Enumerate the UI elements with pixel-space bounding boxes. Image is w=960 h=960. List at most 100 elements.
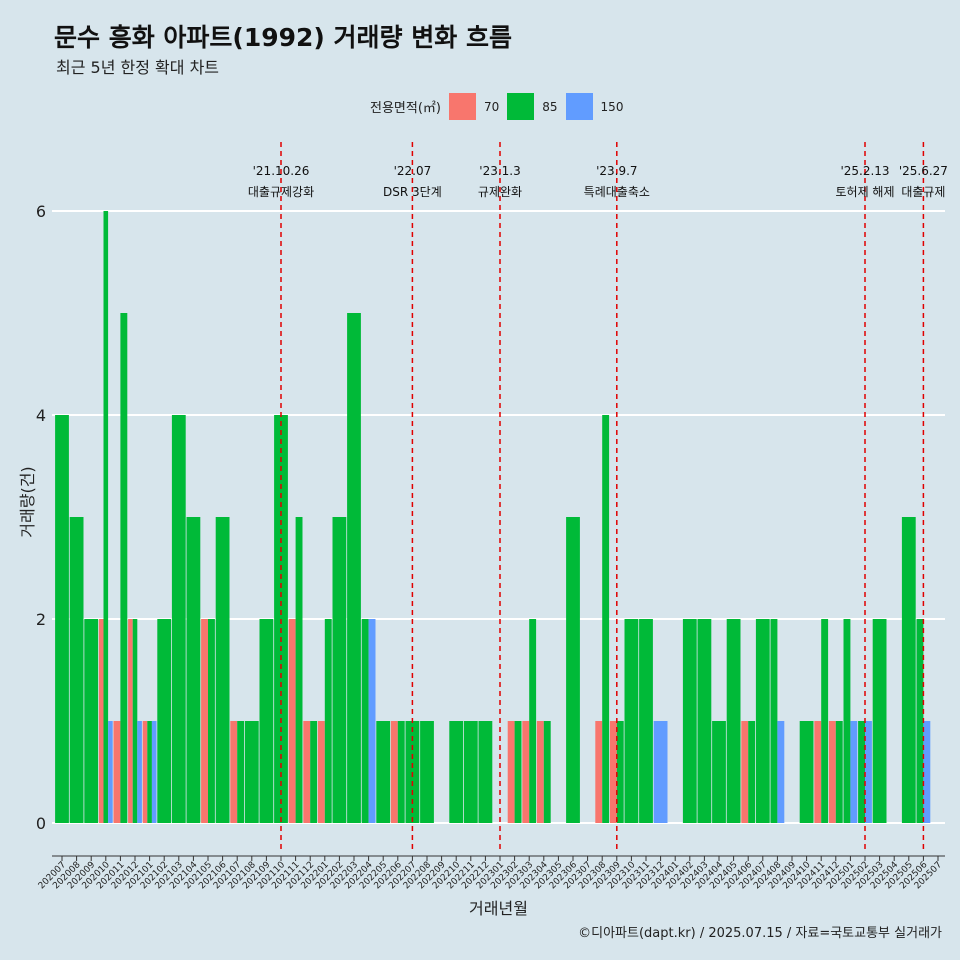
bar-202201-85	[324, 619, 332, 823]
legend-item-85: 85	[507, 93, 558, 120]
bar-202107-70	[230, 721, 238, 823]
bar-202008-85	[69, 517, 84, 823]
bar-202412-70	[828, 721, 836, 823]
y-axis-title: 거래량(건)	[18, 466, 37, 537]
bar-202304-85	[543, 721, 551, 823]
bar-202103-85	[171, 415, 186, 823]
legend-label-85: 85	[542, 99, 558, 114]
legend: 전용면적(㎡) 70 85 150	[370, 93, 631, 120]
bar-202302-70	[507, 721, 515, 823]
y-tick-label: 2	[36, 610, 46, 629]
legend-swatch-70	[448, 93, 476, 120]
bar-202206-85	[397, 721, 405, 823]
bar-202010-70	[98, 619, 104, 823]
event-date: '25.2.13	[840, 164, 889, 178]
event-label: 토허제 해제	[835, 185, 894, 199]
bar-202503-85	[872, 619, 887, 823]
bar-202012-85	[132, 619, 138, 823]
bar-202011-70	[113, 721, 121, 823]
bar-202112-70	[303, 721, 311, 823]
bar-202406-70	[741, 721, 749, 823]
event-date: '23.1.3	[479, 164, 520, 178]
bar-202308-70	[595, 721, 603, 823]
bar-202308-85	[602, 415, 610, 823]
bar-202406-85	[748, 721, 756, 823]
y-tick-label: 0	[36, 814, 46, 833]
bar-202101-150	[151, 721, 157, 823]
bar-202212-85	[478, 721, 493, 823]
bar-202211-85	[463, 721, 478, 823]
chart-title: 문수 흥화 아파트(1992) 거래량 변화 흐름	[54, 23, 512, 52]
bar-202102-85	[157, 619, 172, 823]
source-caption: ©디아파트(dapt.kr) / 2025.07.15 / 자료=국토교통부 실…	[578, 926, 942, 941]
bar-202109-85	[259, 619, 274, 823]
legend-title: 전용면적(㎡)	[370, 101, 441, 116]
legend-item-70: 70	[448, 93, 499, 120]
bar-202502-150	[865, 721, 872, 823]
bar-202412-85	[835, 721, 843, 823]
bar-202410-85	[799, 721, 814, 823]
bar-202010-85	[103, 211, 109, 823]
bar-202306-85	[566, 517, 580, 823]
bar-202403-85	[697, 619, 712, 823]
event-label: 규제완화	[478, 185, 522, 199]
event-date: '21.10.26	[253, 164, 310, 178]
bar-202107-85	[237, 721, 245, 823]
y-tick-label: 6	[36, 202, 46, 221]
bar-202009-85	[84, 619, 99, 823]
bar-202106-85	[215, 517, 230, 823]
bar-202012-70	[128, 619, 133, 823]
bar-202010-150	[108, 721, 113, 823]
bar-202404-85	[712, 721, 726, 823]
bar-202309-70	[609, 721, 617, 823]
event-label: 대출규제	[901, 185, 945, 199]
bar-202108-85	[244, 721, 259, 823]
bar-202407-85	[755, 619, 770, 823]
bar-202408-85	[770, 619, 778, 823]
y-tick-label: 4	[36, 406, 46, 425]
bar-202505-85	[901, 517, 916, 823]
event-date: '23.9.7	[596, 164, 637, 178]
bar-202111-70	[288, 619, 296, 823]
bar-202210-85	[449, 721, 464, 823]
bar-202011-85	[120, 313, 128, 823]
legend-swatch-85	[507, 93, 535, 120]
bar-202506-85	[916, 619, 924, 823]
x-axis-title: 거래년월	[469, 899, 528, 918]
legend-item-150: 150	[565, 93, 624, 120]
bar-202204-85	[361, 619, 369, 823]
bar-202205-85	[376, 721, 391, 823]
bar-202105-85	[208, 619, 215, 823]
bar-202204-150	[368, 619, 376, 823]
bar-202101-70	[142, 721, 148, 823]
bar-202112-85	[310, 721, 318, 823]
event-date: '25.6.27	[899, 164, 948, 178]
bar-202303-85	[529, 619, 537, 823]
legend-label-150: 150	[600, 99, 624, 114]
event-date: '22.07	[394, 164, 432, 178]
bar-202104-85	[186, 517, 201, 823]
bar-202501-150	[850, 721, 858, 823]
bar-202101-85	[147, 721, 152, 823]
bar-202012-150	[137, 721, 142, 823]
bar-202105-70	[201, 619, 208, 823]
bar-202501-85	[843, 619, 851, 823]
bar-202203-85	[347, 313, 361, 823]
bar-202411-85	[821, 619, 829, 823]
bar-202311-85	[639, 619, 653, 823]
bar-202111-85	[295, 517, 303, 823]
event-label: 특례대출축소	[584, 185, 650, 199]
bar-202411-70	[814, 721, 822, 823]
bar-202310-85	[624, 619, 639, 823]
bar-202007-85	[55, 415, 69, 823]
bar-202506-150	[923, 721, 931, 823]
event-label: DSR 3단계	[383, 185, 442, 199]
bar-202208-85	[420, 721, 434, 823]
bar-202402-85	[682, 619, 697, 823]
chart-subtitle: 최근 5년 한정 확대 차트	[56, 58, 220, 77]
bar-202304-70	[536, 721, 544, 823]
event-label: 대출규제강화	[248, 185, 314, 199]
bar-202405-85	[726, 619, 741, 823]
bar-202502-85	[858, 721, 865, 823]
